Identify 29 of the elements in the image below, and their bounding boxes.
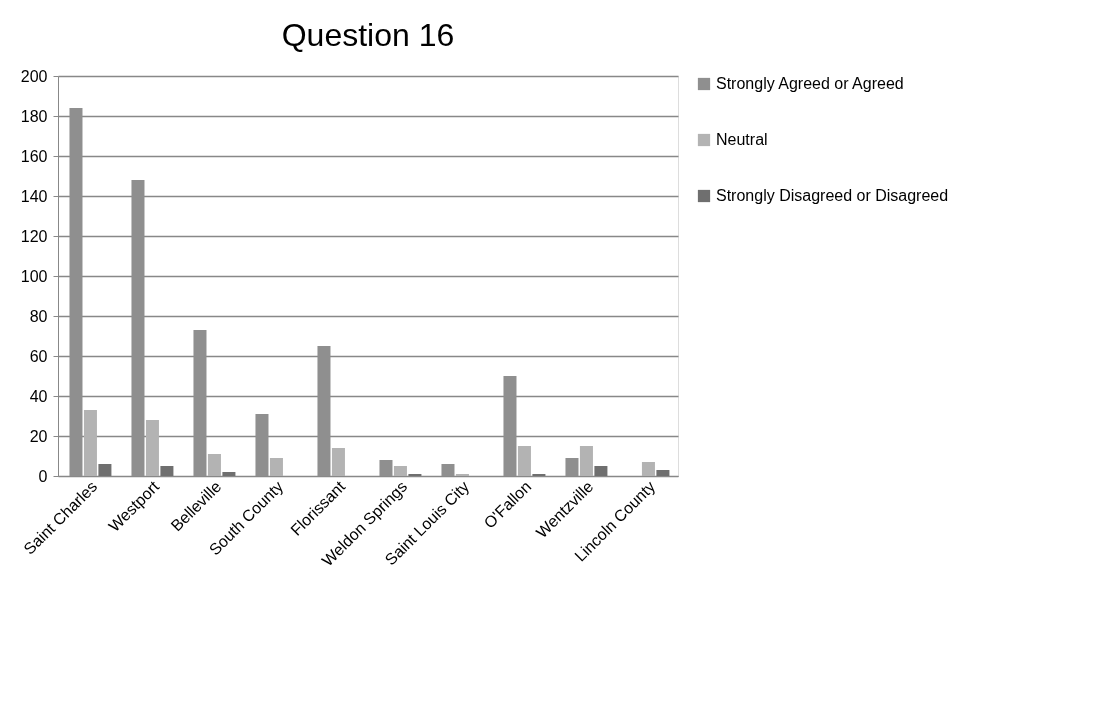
y-tick-label: 160 <box>20 147 48 165</box>
bar <box>594 466 608 476</box>
y-tick-label: 200 <box>20 67 48 85</box>
bar <box>160 466 174 476</box>
y-tick-label: 140 <box>20 187 48 205</box>
bar <box>207 454 221 476</box>
bar <box>331 448 345 476</box>
y-tick-label: 100 <box>20 267 48 285</box>
legend-label: Neutral <box>716 131 768 148</box>
chart-title: Question 16 <box>281 17 455 53</box>
bar <box>222 472 236 476</box>
y-tick-label: 0 <box>38 467 48 485</box>
bar <box>393 466 407 476</box>
bar <box>269 458 283 476</box>
bar <box>98 464 112 476</box>
bar <box>83 410 97 476</box>
bar <box>145 420 159 476</box>
y-tick-label: 180 <box>20 107 48 125</box>
bar <box>656 470 670 476</box>
y-tick-label: 40 <box>29 387 48 405</box>
y-tick-label: 20 <box>29 427 48 445</box>
bar <box>579 446 593 476</box>
y-tick-label: 80 <box>29 307 48 325</box>
bar <box>517 446 531 476</box>
y-tick-label: 60 <box>29 347 48 365</box>
bar <box>641 462 655 476</box>
legend-label: Strongly Agreed or Agreed <box>716 75 904 92</box>
legend-label: Strongly Disagreed or Disagreed <box>716 187 949 204</box>
y-tick-label: 120 <box>20 227 48 245</box>
